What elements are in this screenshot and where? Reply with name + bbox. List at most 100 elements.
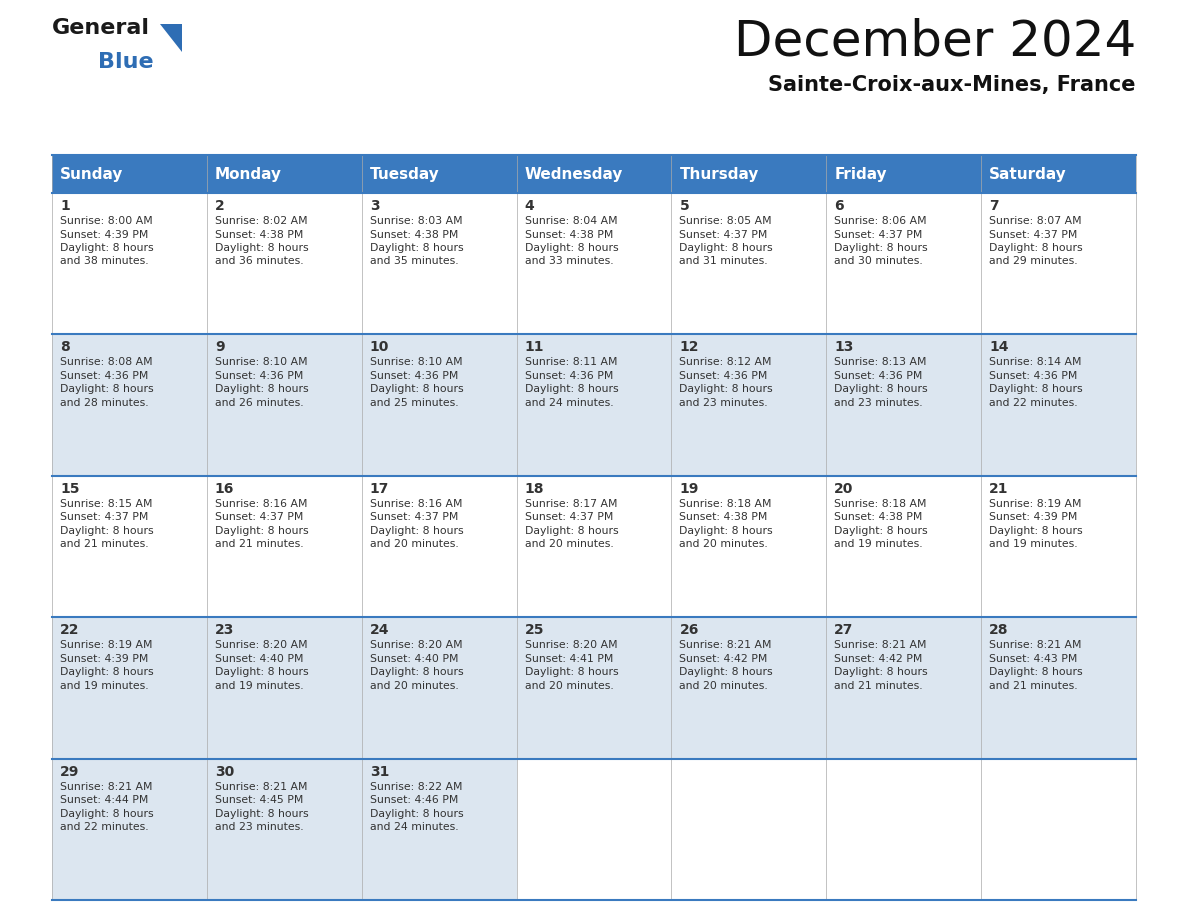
Text: Sunset: 4:36 PM: Sunset: 4:36 PM [369,371,459,381]
Text: 21: 21 [990,482,1009,496]
Text: and 38 minutes.: and 38 minutes. [61,256,148,266]
Text: Daylight: 8 hours: Daylight: 8 hours [61,526,153,536]
Text: and 29 minutes.: and 29 minutes. [990,256,1078,266]
Text: Daylight: 8 hours: Daylight: 8 hours [61,243,153,253]
Text: Daylight: 8 hours: Daylight: 8 hours [525,667,618,677]
Text: and 35 minutes.: and 35 minutes. [369,256,459,266]
Text: Daylight: 8 hours: Daylight: 8 hours [834,526,928,536]
Text: 9: 9 [215,341,225,354]
Text: Sunrise: 8:17 AM: Sunrise: 8:17 AM [525,498,617,509]
Text: and 23 minutes.: and 23 minutes. [834,397,923,408]
Text: and 19 minutes.: and 19 minutes. [834,539,923,549]
Bar [827,617,981,758]
Bar [52,155,207,193]
Text: 5: 5 [680,199,689,213]
Text: Sunset: 4:36 PM: Sunset: 4:36 PM [61,371,148,381]
Text: 19: 19 [680,482,699,496]
Text: Sunrise: 8:03 AM: Sunrise: 8:03 AM [369,216,462,226]
Text: Monday: Monday [215,166,282,182]
Text: Sunrise: 8:04 AM: Sunrise: 8:04 AM [525,216,618,226]
Text: Sunrise: 8:21 AM: Sunrise: 8:21 AM [680,640,772,650]
Bar [361,155,517,193]
Text: Sunset: 4:37 PM: Sunset: 4:37 PM [834,230,923,240]
Text: Sunset: 4:37 PM: Sunset: 4:37 PM [525,512,613,522]
Text: and 21 minutes.: and 21 minutes. [990,681,1078,690]
Text: Sunset: 4:38 PM: Sunset: 4:38 PM [215,230,303,240]
Text: Daylight: 8 hours: Daylight: 8 hours [525,385,618,395]
Text: and 22 minutes.: and 22 minutes. [61,823,148,832]
Text: and 36 minutes.: and 36 minutes. [215,256,303,266]
Bar [517,476,671,617]
Text: Daylight: 8 hours: Daylight: 8 hours [215,526,309,536]
Text: 6: 6 [834,199,843,213]
Text: Sunset: 4:39 PM: Sunset: 4:39 PM [61,654,148,664]
Text: Sunrise: 8:12 AM: Sunrise: 8:12 AM [680,357,772,367]
Text: Saturday: Saturday [990,166,1067,182]
Text: 25: 25 [525,623,544,637]
Bar [207,758,361,900]
Text: and 21 minutes.: and 21 minutes. [215,539,303,549]
Text: and 24 minutes.: and 24 minutes. [369,823,459,832]
Text: 20: 20 [834,482,854,496]
Text: and 20 minutes.: and 20 minutes. [369,681,459,690]
Text: Thursday: Thursday [680,166,759,182]
Text: Sunday: Sunday [61,166,124,182]
Text: Daylight: 8 hours: Daylight: 8 hours [680,526,773,536]
Text: and 20 minutes.: and 20 minutes. [680,681,769,690]
Text: Sunrise: 8:19 AM: Sunrise: 8:19 AM [990,498,1081,509]
Bar [361,617,517,758]
Text: 10: 10 [369,341,390,354]
Text: Sunset: 4:37 PM: Sunset: 4:37 PM [990,230,1078,240]
Text: Sunset: 4:43 PM: Sunset: 4:43 PM [990,654,1078,664]
Text: Daylight: 8 hours: Daylight: 8 hours [369,526,463,536]
Text: Sunrise: 8:16 AM: Sunrise: 8:16 AM [369,498,462,509]
Text: Sunset: 4:46 PM: Sunset: 4:46 PM [369,795,459,805]
Text: Sunset: 4:38 PM: Sunset: 4:38 PM [525,230,613,240]
Text: 8: 8 [61,341,70,354]
Text: and 19 minutes.: and 19 minutes. [61,681,148,690]
Text: Sunrise: 8:21 AM: Sunrise: 8:21 AM [61,781,152,791]
Bar [517,193,671,334]
Text: Sunrise: 8:20 AM: Sunrise: 8:20 AM [525,640,618,650]
Text: 22: 22 [61,623,80,637]
Text: 18: 18 [525,482,544,496]
Text: Sunset: 4:37 PM: Sunset: 4:37 PM [680,230,767,240]
Text: Sunrise: 8:13 AM: Sunrise: 8:13 AM [834,357,927,367]
Text: Sunrise: 8:06 AM: Sunrise: 8:06 AM [834,216,927,226]
Bar [207,155,361,193]
Text: 7: 7 [990,199,999,213]
Text: Sunset: 4:36 PM: Sunset: 4:36 PM [525,371,613,381]
Bar [671,334,827,476]
Text: Sunrise: 8:14 AM: Sunrise: 8:14 AM [990,357,1081,367]
Text: Sunrise: 8:08 AM: Sunrise: 8:08 AM [61,357,152,367]
Text: Daylight: 8 hours: Daylight: 8 hours [834,667,928,677]
Text: 29: 29 [61,765,80,778]
Text: Daylight: 8 hours: Daylight: 8 hours [990,667,1082,677]
Bar [52,758,207,900]
Text: Sunrise: 8:22 AM: Sunrise: 8:22 AM [369,781,462,791]
Text: 17: 17 [369,482,390,496]
Text: Sunrise: 8:05 AM: Sunrise: 8:05 AM [680,216,772,226]
Text: Daylight: 8 hours: Daylight: 8 hours [990,385,1082,395]
Text: Sunrise: 8:20 AM: Sunrise: 8:20 AM [369,640,462,650]
Text: Sunset: 4:40 PM: Sunset: 4:40 PM [369,654,459,664]
Text: December 2024: December 2024 [734,18,1136,66]
Text: Daylight: 8 hours: Daylight: 8 hours [834,243,928,253]
Bar [361,193,517,334]
Text: Sunrise: 8:18 AM: Sunrise: 8:18 AM [680,498,772,509]
Text: and 20 minutes.: and 20 minutes. [525,539,613,549]
Text: and 20 minutes.: and 20 minutes. [525,681,613,690]
Polygon shape [160,24,182,52]
Text: Sunset: 4:40 PM: Sunset: 4:40 PM [215,654,303,664]
Bar [671,193,827,334]
Text: Sunset: 4:38 PM: Sunset: 4:38 PM [680,512,767,522]
Text: Daylight: 8 hours: Daylight: 8 hours [61,385,153,395]
Bar [52,334,207,476]
Text: 1: 1 [61,199,70,213]
Text: Sunrise: 8:15 AM: Sunrise: 8:15 AM [61,498,152,509]
Text: 13: 13 [834,341,854,354]
Text: Sunset: 4:41 PM: Sunset: 4:41 PM [525,654,613,664]
Text: 23: 23 [215,623,234,637]
Bar [52,193,207,334]
Text: and 21 minutes.: and 21 minutes. [61,539,148,549]
